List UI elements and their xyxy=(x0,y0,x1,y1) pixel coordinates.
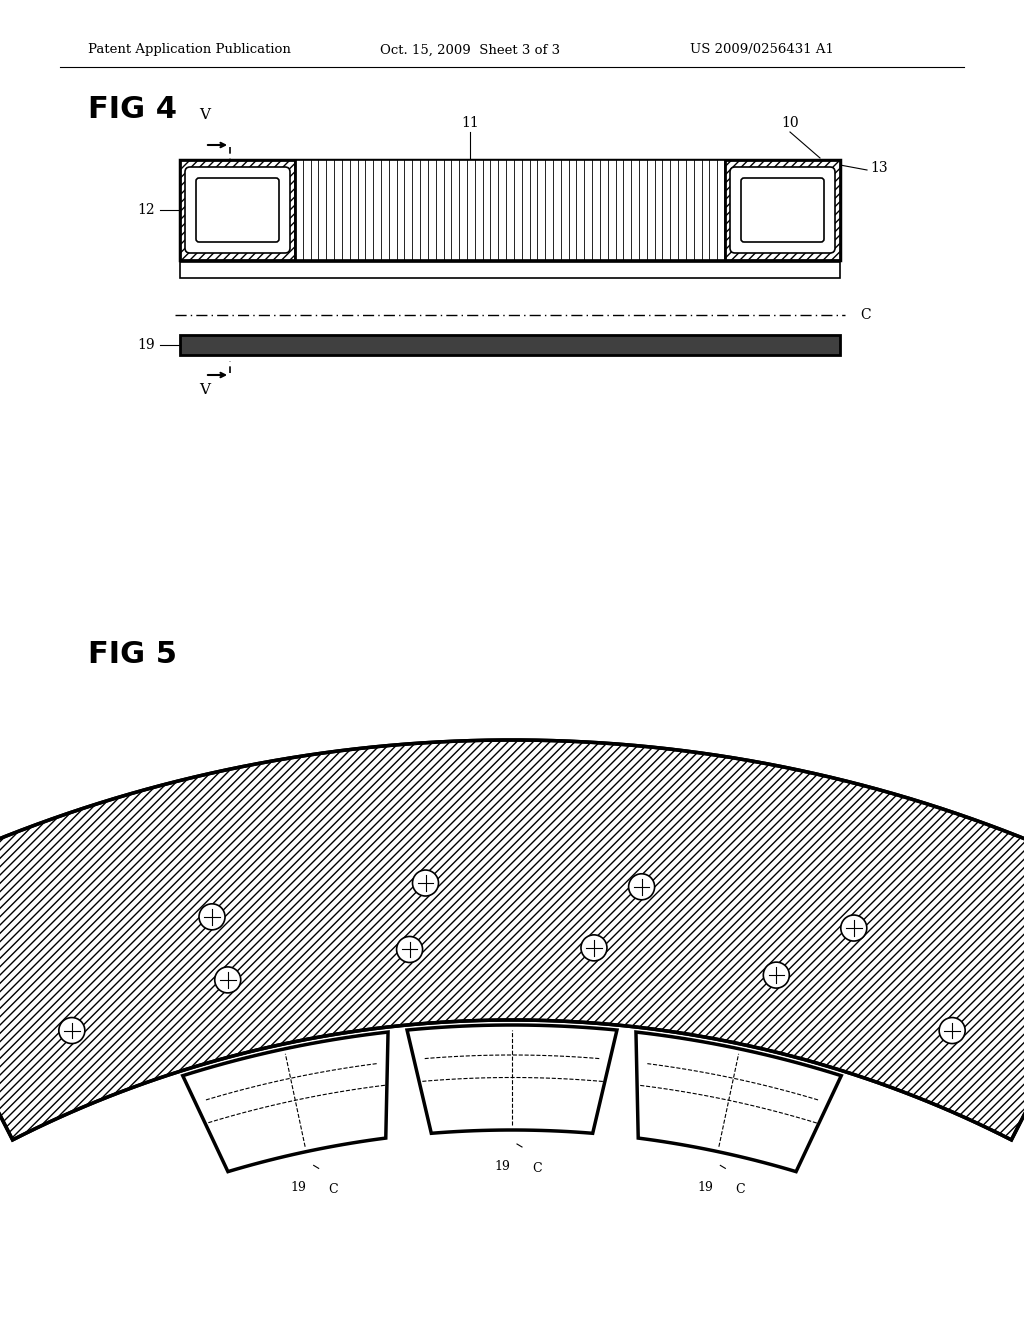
Text: 12: 12 xyxy=(634,836,649,849)
Text: V: V xyxy=(200,108,211,121)
Text: 12: 12 xyxy=(846,876,862,890)
Text: 20: 20 xyxy=(641,1093,658,1107)
Text: V: V xyxy=(200,383,211,397)
Bar xyxy=(180,160,840,260)
Polygon shape xyxy=(636,1032,842,1172)
Polygon shape xyxy=(0,741,1024,1140)
FancyBboxPatch shape xyxy=(196,178,279,242)
Text: C: C xyxy=(532,1162,542,1175)
Bar xyxy=(180,335,840,355)
Text: 12: 12 xyxy=(204,866,220,879)
Circle shape xyxy=(199,904,225,929)
Text: 12: 12 xyxy=(106,1023,125,1038)
Circle shape xyxy=(939,1018,966,1044)
Circle shape xyxy=(413,870,438,896)
Circle shape xyxy=(581,935,607,961)
Circle shape xyxy=(841,915,866,941)
Text: 13: 13 xyxy=(870,161,888,176)
Text: FIG 5: FIG 5 xyxy=(88,640,177,669)
Polygon shape xyxy=(182,1032,388,1172)
Text: 10: 10 xyxy=(781,116,799,129)
Text: US 2009/0256431 A1: US 2009/0256431 A1 xyxy=(690,44,834,57)
Text: 13: 13 xyxy=(0,985,7,999)
FancyBboxPatch shape xyxy=(730,168,835,253)
Bar xyxy=(180,160,295,260)
Text: 20: 20 xyxy=(366,1093,383,1107)
Text: Patent Application Publication: Patent Application Publication xyxy=(88,44,291,57)
Bar xyxy=(295,160,725,260)
Polygon shape xyxy=(408,1026,616,1134)
Text: 12: 12 xyxy=(418,832,433,845)
Circle shape xyxy=(629,874,654,900)
Circle shape xyxy=(396,936,423,962)
Bar xyxy=(180,261,840,279)
Text: 11: 11 xyxy=(461,116,479,129)
FancyBboxPatch shape xyxy=(185,168,290,253)
Text: 19: 19 xyxy=(137,338,155,352)
Bar xyxy=(725,160,840,260)
Circle shape xyxy=(215,968,241,993)
Text: 19: 19 xyxy=(697,1181,714,1195)
Text: FIG 4: FIG 4 xyxy=(88,95,177,124)
Bar xyxy=(725,160,840,260)
Text: C: C xyxy=(735,1183,745,1196)
FancyBboxPatch shape xyxy=(741,178,824,242)
Text: C: C xyxy=(329,1183,338,1196)
Circle shape xyxy=(58,1018,85,1044)
Text: 19: 19 xyxy=(494,1160,510,1173)
Bar xyxy=(180,160,295,260)
Text: 19: 19 xyxy=(291,1181,306,1195)
Text: Oct. 15, 2009  Sheet 3 of 3: Oct. 15, 2009 Sheet 3 of 3 xyxy=(380,44,560,57)
Circle shape xyxy=(763,962,790,989)
Text: C: C xyxy=(860,308,870,322)
Text: 12: 12 xyxy=(899,1023,918,1038)
Text: 12: 12 xyxy=(137,203,155,216)
